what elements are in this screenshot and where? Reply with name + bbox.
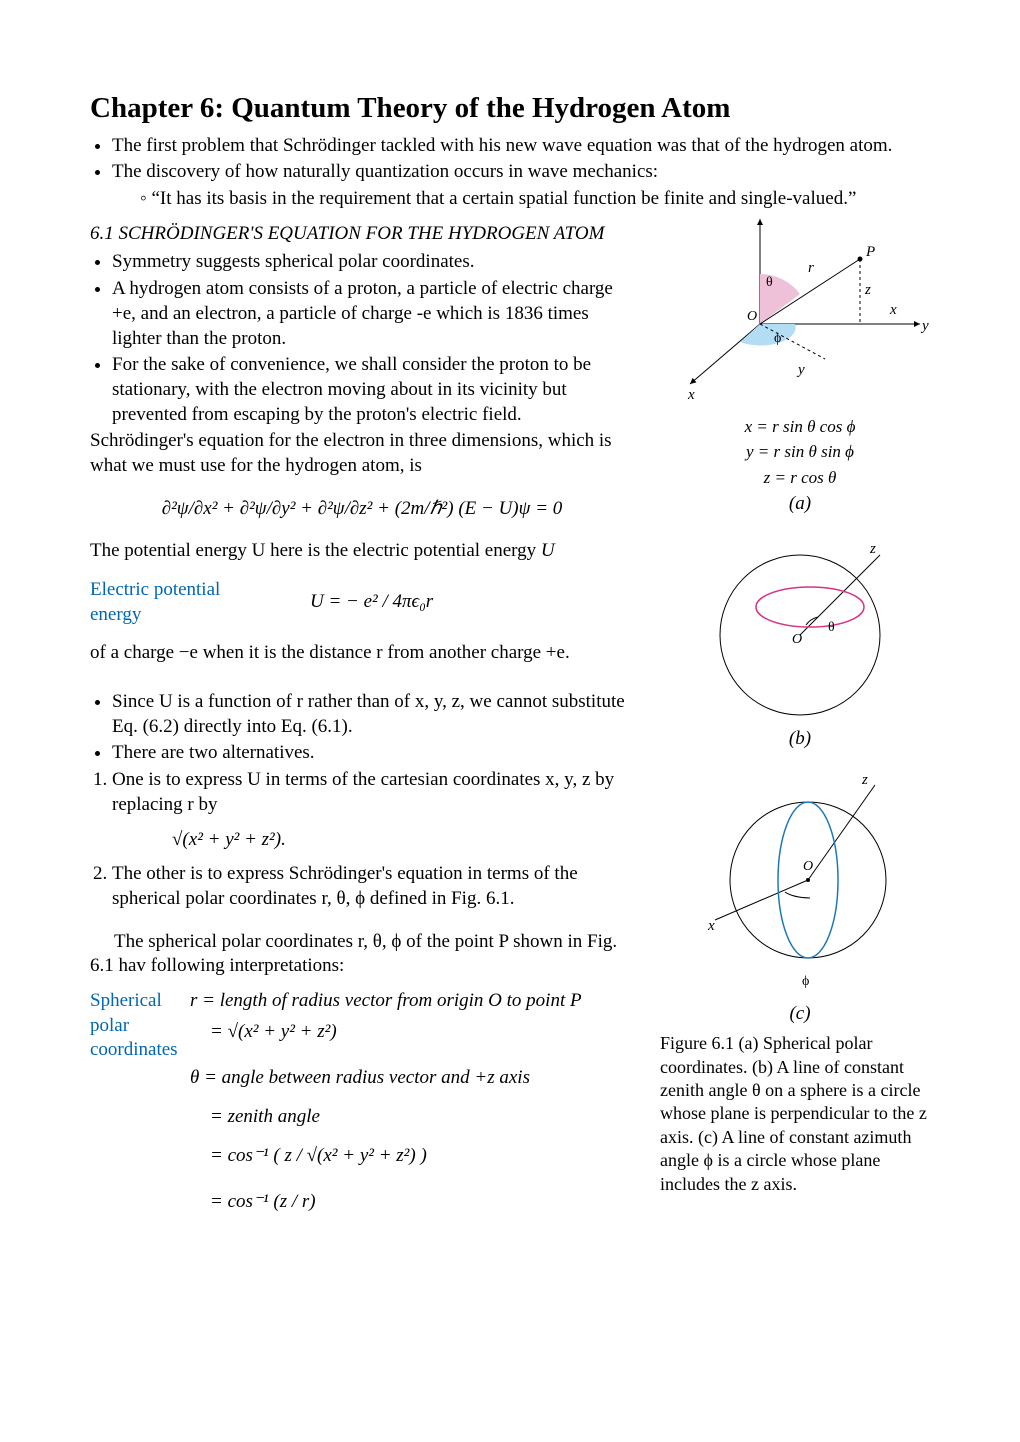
svg-text:P: P <box>865 244 875 260</box>
eq-y: y = r sin θ sin ϕ <box>660 439 940 465</box>
bullets2-list: Since U is a function of r rather than o… <box>112 690 634 766</box>
intro-list: The first problem that Schrödinger tackl… <box>112 134 940 212</box>
svg-text:z: z <box>861 772 868 788</box>
para-text: The potential energy U here is the elect… <box>90 540 536 561</box>
svg-text:θ: θ <box>766 275 773 290</box>
equation-pe: U = − e² / 4πϵ₀r <box>250 590 634 615</box>
num-item: One is to express U in terms of the cart… <box>112 768 634 852</box>
equation-r: √(x² + y² + z²). <box>172 829 286 850</box>
sec-bullet: Symmetry suggests spherical polar coordi… <box>112 250 634 275</box>
def-theta: θ = angle between radius vector and +z a… <box>190 1066 634 1091</box>
svg-text:y: y <box>920 318 929 334</box>
intro-bullet-text: The discovery of how naturally quantizat… <box>112 161 658 182</box>
figure-caption: Figure 6.1 (a) Spherical polar coordinat… <box>660 1032 940 1196</box>
paragraph: The potential energy U here is the elect… <box>90 539 634 564</box>
def-theta3: = cos⁻¹ ( z / √(x² + y² + z²) ) <box>210 1144 634 1169</box>
intro-bullet: The first problem that Schrödinger tackl… <box>112 134 940 159</box>
sec-bullet: A hydrogen atom consists of a proton, a … <box>112 277 634 351</box>
svg-text:z: z <box>864 282 871 298</box>
intro-bullet: The discovery of how naturally quantizat… <box>112 160 940 211</box>
svg-text:ϕ: ϕ <box>774 331 781 346</box>
intro-sub-bullet: “It has its basis in the requirement tha… <box>140 187 940 212</box>
section-list: Symmetry suggests spherical polar coordi… <box>112 250 634 427</box>
numbered-list: One is to express U in terms of the cart… <box>112 768 634 911</box>
svg-text:O: O <box>747 309 757 324</box>
svg-text:O: O <box>792 632 802 647</box>
figure-b: z θ O <box>700 535 900 725</box>
svg-text:y: y <box>796 362 805 378</box>
def-theta2: = zenith angle <box>210 1105 634 1130</box>
svg-text:x: x <box>889 302 897 318</box>
coord-label: Spherical polar coordinates <box>90 989 190 1063</box>
paragraph: The spherical polar coordinates r, θ, ϕ … <box>90 930 634 979</box>
figure-a: P r θ ϕ O z y x y x <box>670 214 930 414</box>
svg-text:ϕ: ϕ <box>802 974 809 989</box>
eq-x: x = r sin θ cos ϕ <box>660 414 940 440</box>
equation-schrodinger: ∂²ψ/∂x² + ∂²ψ/∂y² + ∂²ψ/∂z² + (2m/ℏ²) (E… <box>90 497 634 522</box>
eq-text: ∂²ψ/∂x² + ∂²ψ/∂y² + ∂²ψ/∂z² + (2m/ℏ²) (E… <box>162 498 563 519</box>
def-theta4: = cos⁻¹ (z / r) <box>210 1190 634 1215</box>
coord-defs: r = length of radius vector from origin … <box>190 989 634 1215</box>
fig-b-label: (b) <box>660 727 940 752</box>
coord-equations: x = r sin θ cos ϕ y = r sin θ sin ϕ z = … <box>660 414 940 491</box>
equation-label: Electric potential energy <box>90 578 250 627</box>
svg-text:θ: θ <box>828 620 835 635</box>
paragraph: of a charge −e when it is the distance r… <box>90 641 634 666</box>
def-r2: = √(x² + y² + z²) <box>210 1020 634 1045</box>
bullet2: There are two alternatives. <box>112 741 634 766</box>
svg-text:O: O <box>803 859 813 874</box>
def-r: r = length of radius vector from origin … <box>190 989 634 1014</box>
svg-text:x: x <box>707 918 715 934</box>
svg-text:x: x <box>687 387 695 403</box>
svg-text:z: z <box>869 541 876 557</box>
figure-c: z x ϕ O <box>700 770 900 1000</box>
bullet2: Since U is a function of r rather than o… <box>112 690 634 739</box>
svg-text:r: r <box>808 260 814 276</box>
fig-c-label: (c) <box>660 1002 940 1027</box>
eq-z: z = r cos θ <box>660 465 940 491</box>
fig-a-label: (a) <box>660 492 940 517</box>
intro-sublist: “It has its basis in the requirement tha… <box>140 187 940 212</box>
section-heading: 6.1 SCHRÖDINGER'S EQUATION FOR THE HYDRO… <box>90 222 634 247</box>
num-item: The other is to express Schrödinger's eq… <box>112 862 634 911</box>
page-title: Chapter 6: Quantum Theory of the Hydroge… <box>90 90 940 128</box>
sec-bullet: For the sake of convenience, we shall co… <box>112 353 634 427</box>
paragraph: Schrödinger's equation for the electron … <box>90 429 634 478</box>
num-item-text: One is to express U in terms of the cart… <box>112 769 614 815</box>
